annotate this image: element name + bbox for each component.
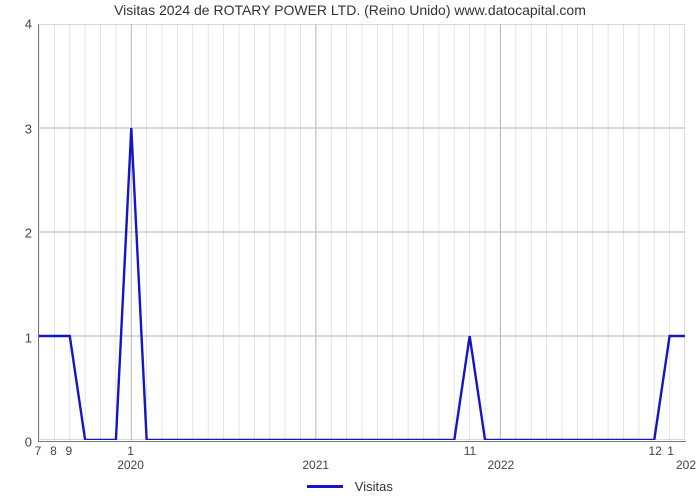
x-major-tick-label: 2021: [302, 458, 329, 472]
chart-container: Visitas 2024 de ROTARY POWER LTD. (Reino…: [0, 0, 700, 500]
y-tick-label: 0: [8, 435, 32, 450]
y-tick-label: 4: [8, 17, 32, 32]
x-minor-tick-label: 1: [667, 444, 674, 458]
x-major-tick-label: 202: [676, 458, 696, 472]
legend-swatch: [307, 485, 343, 488]
legend: Visitas: [0, 478, 700, 494]
chart-svg: [39, 24, 685, 440]
chart-title: Visitas 2024 de ROTARY POWER LTD. (Reino…: [0, 2, 700, 18]
plot-area: [38, 24, 686, 442]
x-minor-tick-label: 9: [66, 444, 73, 458]
y-tick-label: 1: [8, 330, 32, 345]
x-major-tick-label: 2022: [487, 458, 514, 472]
x-minor-tick-label: 11: [464, 444, 476, 458]
legend-label: Visitas: [355, 479, 393, 494]
y-tick-label: 2: [8, 226, 32, 241]
x-major-tick-label: 2020: [117, 458, 144, 472]
x-minor-tick-label: 7: [35, 444, 42, 458]
x-minor-tick-label: 8: [50, 444, 57, 458]
x-minor-tick-label: 1: [127, 444, 134, 458]
y-tick-label: 3: [8, 121, 32, 136]
x-minor-tick-label: 12: [648, 444, 661, 458]
